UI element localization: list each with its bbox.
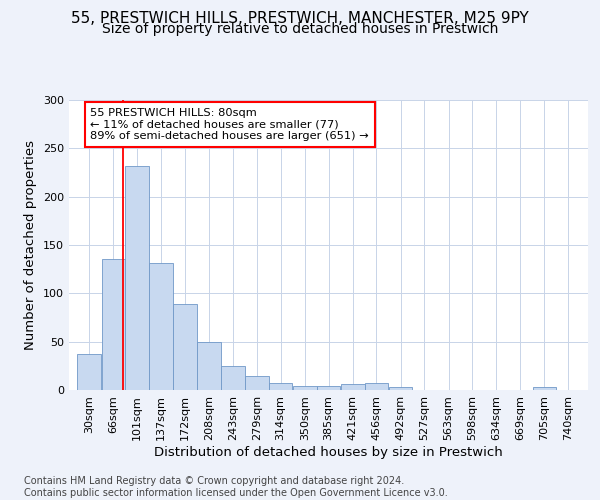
- Bar: [197, 342, 221, 390]
- Y-axis label: Number of detached properties: Number of detached properties: [25, 140, 37, 350]
- Bar: [389, 387, 412, 390]
- Bar: [245, 376, 269, 390]
- Bar: [317, 386, 340, 390]
- Bar: [533, 387, 556, 390]
- Bar: [125, 166, 149, 390]
- Bar: [341, 384, 365, 390]
- Text: 55 PRESTWICH HILLS: 80sqm
← 11% of detached houses are smaller (77)
89% of semi-: 55 PRESTWICH HILLS: 80sqm ← 11% of detac…: [91, 108, 369, 141]
- Text: 55, PRESTWICH HILLS, PRESTWICH, MANCHESTER, M25 9PY: 55, PRESTWICH HILLS, PRESTWICH, MANCHEST…: [71, 11, 529, 26]
- Bar: [293, 386, 317, 390]
- Bar: [149, 264, 173, 390]
- X-axis label: Distribution of detached houses by size in Prestwich: Distribution of detached houses by size …: [154, 446, 503, 458]
- Bar: [77, 354, 101, 390]
- Bar: [269, 383, 292, 390]
- Bar: [221, 366, 245, 390]
- Text: Size of property relative to detached houses in Prestwich: Size of property relative to detached ho…: [102, 22, 498, 36]
- Bar: [365, 383, 388, 390]
- Bar: [101, 258, 125, 390]
- Bar: [173, 304, 197, 390]
- Text: Contains HM Land Registry data © Crown copyright and database right 2024.
Contai: Contains HM Land Registry data © Crown c…: [24, 476, 448, 498]
